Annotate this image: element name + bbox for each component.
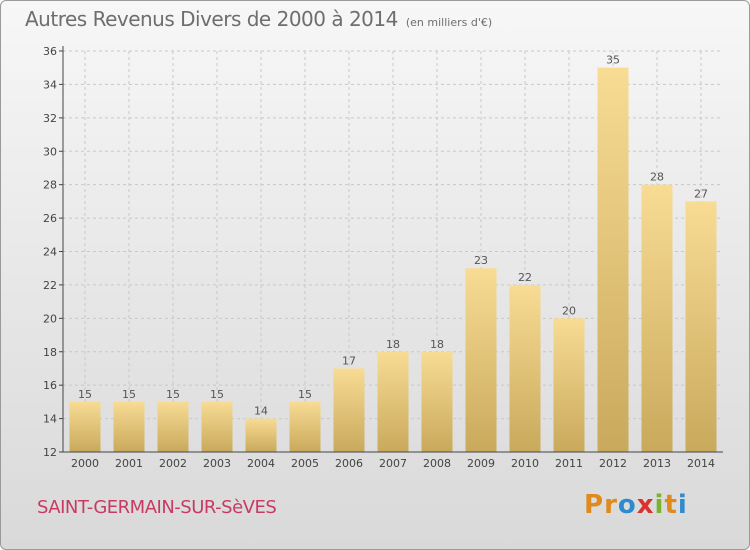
x-tick-label: 2011 [555, 457, 583, 470]
y-tick-label: 18 [43, 346, 57, 359]
bar [289, 401, 321, 452]
bar-value-label: 18 [430, 338, 444, 351]
bar [685, 201, 717, 452]
bar [641, 184, 673, 452]
bar [465, 268, 497, 452]
bar [377, 351, 409, 452]
bar-value-label: 14 [254, 405, 268, 418]
logo-letter: x [636, 490, 655, 520]
y-tick-label: 32 [43, 112, 57, 125]
x-tick-label: 2007 [379, 457, 407, 470]
bar-value-label: 28 [650, 171, 664, 184]
x-tick-label: 2009 [467, 457, 495, 470]
chart-title-unit: (en milliers d'€) [405, 16, 493, 29]
x-tick-label: 2014 [687, 457, 715, 470]
bar-value-label: 35 [606, 54, 620, 67]
y-tick-label: 30 [43, 145, 57, 158]
y-tick-label: 34 [43, 78, 57, 91]
logo-letter: o [617, 490, 637, 520]
bar [509, 284, 541, 452]
chart-title-text: Autres Revenus Divers de 2000 à 2014 [25, 7, 398, 31]
y-tick-label: 16 [43, 379, 57, 392]
bar-value-label: 20 [562, 304, 576, 317]
bar [421, 351, 453, 452]
bar [201, 401, 233, 452]
x-tick-label: 2005 [291, 457, 319, 470]
x-tick-label: 2003 [203, 457, 231, 470]
bar [245, 418, 277, 452]
y-tick-label: 14 [43, 413, 57, 426]
bars: 15 15 15 15 14 15 17 18 18 23 22 20 35 28 27 [69, 54, 717, 452]
x-tick-label: 2006 [335, 457, 363, 470]
logo-letter: i [677, 490, 688, 520]
bar [553, 318, 585, 452]
logo-letter: r [604, 490, 618, 520]
bar [333, 368, 365, 452]
bar-value-label: 15 [122, 388, 136, 401]
bar-value-label: 15 [298, 388, 312, 401]
bar-value-label: 15 [78, 388, 92, 401]
x-tick-label: 2004 [247, 457, 275, 470]
bar-value-label: 23 [474, 254, 488, 267]
bar-value-label: 18 [386, 338, 400, 351]
commune-name: SAINT-GERMAIN-SUR-SèVES [37, 497, 277, 518]
y-tick-label: 24 [43, 246, 57, 259]
bar-value-label: 15 [210, 388, 224, 401]
bar [157, 401, 189, 452]
bar-value-label: 15 [166, 388, 180, 401]
bar-value-label: 17 [342, 354, 356, 367]
bar-value-label: 27 [694, 187, 708, 200]
y-tick-label: 28 [43, 179, 57, 192]
x-tick-label: 2012 [599, 457, 627, 470]
y-tick-label: 20 [43, 312, 57, 325]
logo-letter: i [654, 490, 665, 520]
bar [69, 401, 101, 452]
y-tick-label: 26 [43, 212, 57, 225]
x-tick-label: 2002 [159, 457, 187, 470]
x-tick-label: 2008 [423, 457, 451, 470]
bar [597, 67, 629, 452]
logo-letter: P [584, 490, 605, 520]
chart-title: Autres Revenus Divers de 2000 à 2014 (en … [25, 7, 492, 31]
x-tick-label: 2010 [511, 457, 539, 470]
logo-letter: t [664, 490, 678, 520]
x-tick-label: 2013 [643, 457, 671, 470]
bar-value-label: 22 [518, 271, 532, 284]
axes: 12 14 16 18 20 22 24 26 28 30 32 34 36 2000 2001 2002 20… [43, 45, 723, 470]
y-tick-label: 12 [43, 446, 57, 459]
y-tick-label: 22 [43, 279, 57, 292]
bar [113, 401, 145, 452]
x-tick-label: 2001 [115, 457, 143, 470]
proxiti-logo: Proxiti [584, 490, 688, 520]
x-tick-label: 2000 [71, 457, 99, 470]
y-tick-label: 36 [43, 45, 57, 58]
